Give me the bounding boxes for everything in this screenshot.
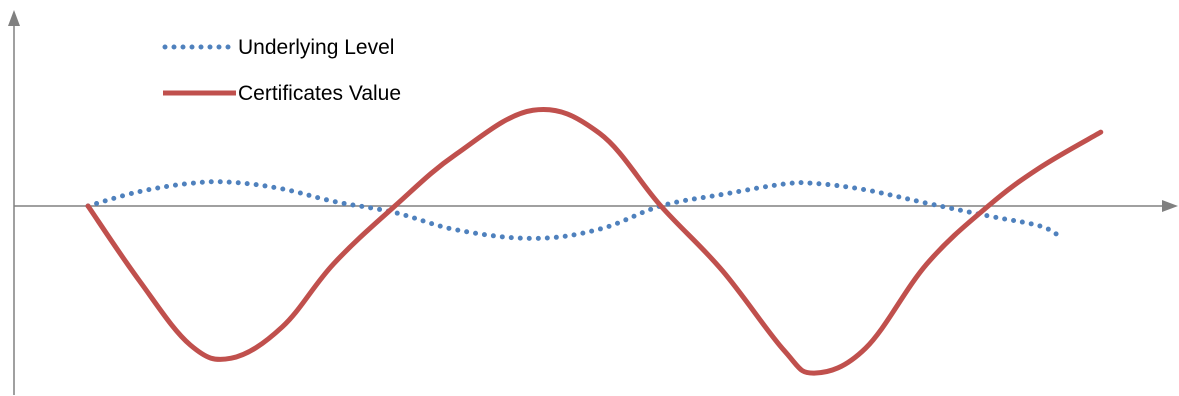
legend-item-underlying-level: Underlying Level (162, 36, 394, 59)
legend-item-certificates-value: Certificates Value (163, 82, 401, 105)
legend-label-underlying-level: Underlying Level (238, 36, 394, 59)
y-axis-arrow (8, 10, 20, 26)
axes (8, 10, 1178, 395)
series-layer (85, 106, 1104, 376)
series-line-underlying-level (85, 179, 1063, 241)
legend: Underlying Level Certificates Value (162, 36, 401, 105)
x-axis-arrow (1162, 200, 1178, 212)
series-line-certificates-value (85, 106, 1104, 376)
legend-label-certificates-value: Certificates Value (238, 82, 401, 105)
